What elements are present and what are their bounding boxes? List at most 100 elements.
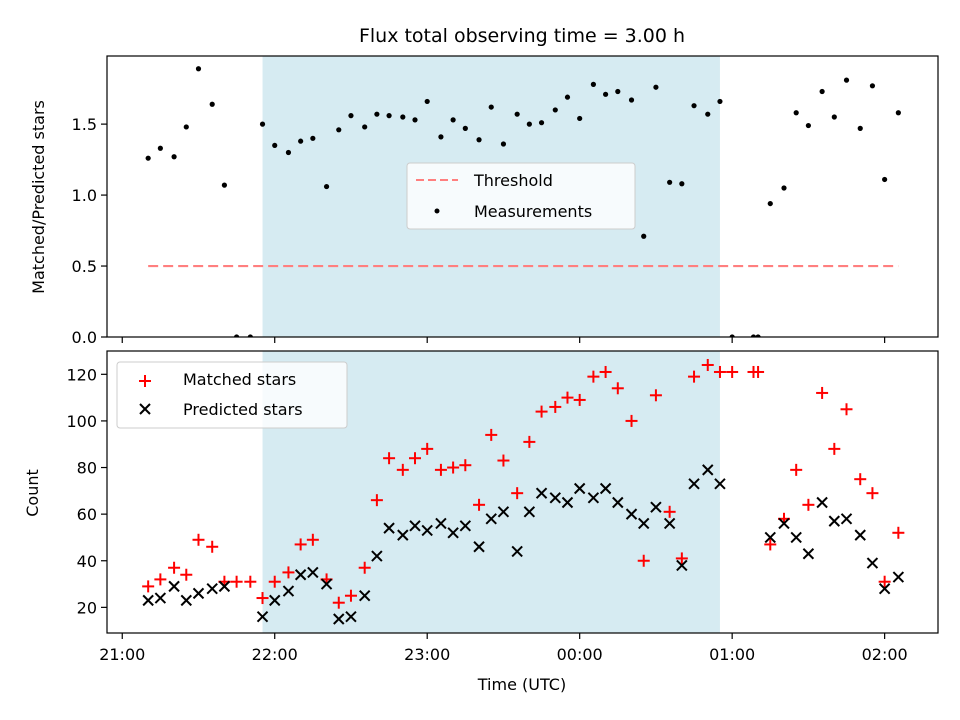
predicted-star-point [764, 531, 776, 544]
measurement-point [171, 154, 177, 160]
predicted-star-point [549, 492, 561, 504]
measurement-point [882, 176, 888, 183]
predicted-star-point [282, 585, 295, 597]
x-tick-label: 01:00 [709, 645, 755, 664]
measurement-point [374, 111, 380, 117]
predicted-star-point [256, 610, 269, 623]
matched-star-point [180, 568, 193, 581]
measurement-point [450, 117, 456, 123]
matched-star-point [854, 473, 867, 486]
measurement-point [552, 107, 558, 113]
measurement-point [386, 113, 392, 119]
predicted-star-point [650, 501, 662, 513]
measurement-point [234, 334, 240, 337]
matched-star-point [878, 575, 891, 588]
predicted-star-point [612, 496, 624, 509]
matched-star-point [726, 365, 739, 378]
matched-star-point [282, 566, 295, 579]
matched-star-point [625, 414, 638, 427]
bottom-ytick-label: 80 [77, 459, 97, 478]
predicted-star-point [790, 531, 802, 544]
predicted-star-point [447, 527, 459, 539]
predicted-star-point [383, 522, 395, 534]
measurement-point [628, 97, 635, 103]
measurement-point [400, 114, 406, 120]
measurement-point [462, 125, 468, 131]
measurement-point [667, 179, 673, 185]
top-legend-box [406, 162, 636, 230]
legend-measurements-swatch [434, 208, 440, 214]
measurement-point [691, 103, 697, 109]
predicted-star-point [192, 587, 205, 600]
measurement-point [767, 200, 773, 207]
measurement-point [538, 120, 545, 126]
predicted-star-point [828, 515, 841, 527]
measurement-point [729, 334, 735, 337]
bottom-x-axis: 21:00 22:00 23:00 00:00 01:00 02:00 [99, 633, 908, 664]
measurement-point [653, 84, 659, 90]
top-ytick-label: 1.5 [72, 115, 97, 134]
predicted-star-point [573, 482, 586, 495]
matched-star-point [154, 573, 167, 586]
bottom-legend-box [116, 361, 348, 429]
measurement-point [157, 145, 163, 151]
predicted-star-point [345, 610, 357, 623]
top-x-ticks [121, 337, 886, 343]
bottom-y-axis: 20 40 60 80 100 120 [66, 365, 107, 617]
measurement-point [679, 181, 685, 187]
matched-star-point [511, 487, 524, 500]
measurement-point [412, 117, 418, 123]
predicted-star-point [816, 496, 828, 509]
measurement-point [500, 141, 507, 147]
predicted-star-point [421, 524, 433, 537]
predicted-star-point [688, 478, 700, 490]
bottom-ytick-label: 60 [77, 505, 97, 524]
bottom-frame [106, 350, 939, 634]
predicted-star-point [397, 529, 409, 541]
predicted-star-point [459, 520, 472, 532]
matched-star-point [701, 358, 714, 371]
measurement-point [564, 94, 571, 100]
predicted-star-point [802, 548, 815, 560]
measurement-point [259, 121, 266, 127]
matched-star-point [523, 435, 536, 448]
measurement-point [438, 134, 444, 140]
matched-star-point [370, 494, 383, 507]
top-panel: 0.0 0.5 1.0 1.5 Matched/Predicted stars Thr… [29, 55, 939, 347]
x-axis-label: Time (UTC) [477, 675, 566, 694]
measurement-point [298, 138, 304, 144]
measurement-point [615, 88, 621, 95]
predicted-star-point [638, 517, 650, 530]
matched-star-point [192, 533, 205, 546]
matched-star-point [256, 592, 269, 605]
matched-star-point [383, 452, 396, 465]
matched-star-point [344, 589, 357, 602]
matched-star-point [637, 554, 650, 567]
measurement-point [247, 334, 253, 337]
measurement-point [272, 142, 278, 149]
predicted-star-point [702, 464, 714, 476]
matched-star-point [206, 540, 219, 553]
bottom-panel: 20 40 60 80 100 120 21:00 22:00 23:00 00:00 01:00… [23, 350, 939, 694]
top-y-axis: 0.0 0.5 1.0 1.5 [72, 115, 107, 347]
x-tick-label: 00:00 [557, 645, 603, 664]
measurement-point [843, 77, 850, 83]
predicted-star-point [892, 571, 905, 583]
measurement-point [831, 114, 837, 120]
matched-star-point [485, 428, 498, 441]
predicted-star-point [473, 541, 485, 553]
matched-star-point [535, 405, 548, 418]
bottom-ytick-label: 20 [77, 598, 97, 617]
predicted-star-point [168, 580, 180, 593]
matched-star-point [434, 463, 447, 476]
legend-measurements-label: Measurements [474, 202, 592, 221]
predicted-star-point [676, 559, 688, 572]
predicted-star-point [154, 592, 167, 604]
predicted-star-point [307, 566, 319, 579]
predicted-star-point [333, 613, 345, 625]
matched-star-point [688, 370, 701, 383]
measurement-point [209, 101, 215, 107]
predicted-star-point [523, 506, 536, 518]
measurement-point [348, 113, 354, 119]
top-marks [145, 66, 901, 337]
